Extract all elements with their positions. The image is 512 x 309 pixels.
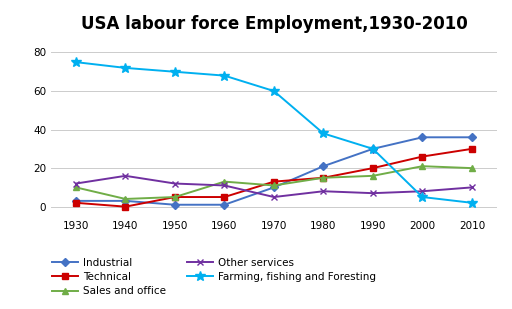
Sales and office [271,184,277,187]
Farming, fishing and Foresting [172,70,178,74]
Industrial [122,199,129,203]
Industrial [271,185,277,189]
Farming, fishing and Foresting [221,74,227,78]
Technical [73,201,79,205]
Line: Technical: Technical [73,146,475,210]
Technical [122,205,129,209]
Sales and office [469,166,475,170]
Farming, fishing and Foresting [271,89,277,93]
Other services [419,189,425,193]
Other services [122,174,129,178]
Industrial [321,164,327,168]
Other services [469,185,475,189]
Farming, fishing and Foresting [321,132,327,135]
Technical [419,155,425,159]
Other services [172,182,178,185]
Technical [221,195,227,199]
Line: Other services: Other services [73,173,475,200]
Sales and office [370,174,376,178]
Technical [172,195,178,199]
Technical [370,166,376,170]
Farming, fishing and Foresting [469,201,475,205]
Other services [271,195,277,199]
Line: Farming, fishing and Foresting: Farming, fishing and Foresting [71,57,477,208]
Sales and office [73,185,79,189]
Sales and office [172,195,178,199]
Technical [469,147,475,151]
Other services [73,182,79,185]
Other services [321,189,327,193]
Industrial [469,135,475,139]
Farming, fishing and Foresting [122,66,129,70]
Farming, fishing and Foresting [419,195,425,199]
Line: Sales and office: Sales and office [73,163,475,202]
Sales and office [122,197,129,201]
Sales and office [221,180,227,184]
Other services [221,184,227,187]
Sales and office [419,164,425,168]
Farming, fishing and Foresting [370,147,376,151]
Technical [321,176,327,180]
Industrial [221,203,227,207]
Sales and office [321,176,327,180]
Other services [370,191,376,195]
Technical [271,180,277,184]
Industrial [73,199,79,203]
Line: Industrial: Industrial [73,134,475,208]
Industrial [419,135,425,139]
Industrial [172,203,178,207]
Legend: Industrial, Technical, Sales and office, Other services, Farming, fishing and Fo: Industrial, Technical, Sales and office,… [48,254,380,300]
Title: USA labour force Employment,1930-2010: USA labour force Employment,1930-2010 [80,15,467,33]
Farming, fishing and Foresting [73,60,79,64]
Industrial [370,147,376,151]
